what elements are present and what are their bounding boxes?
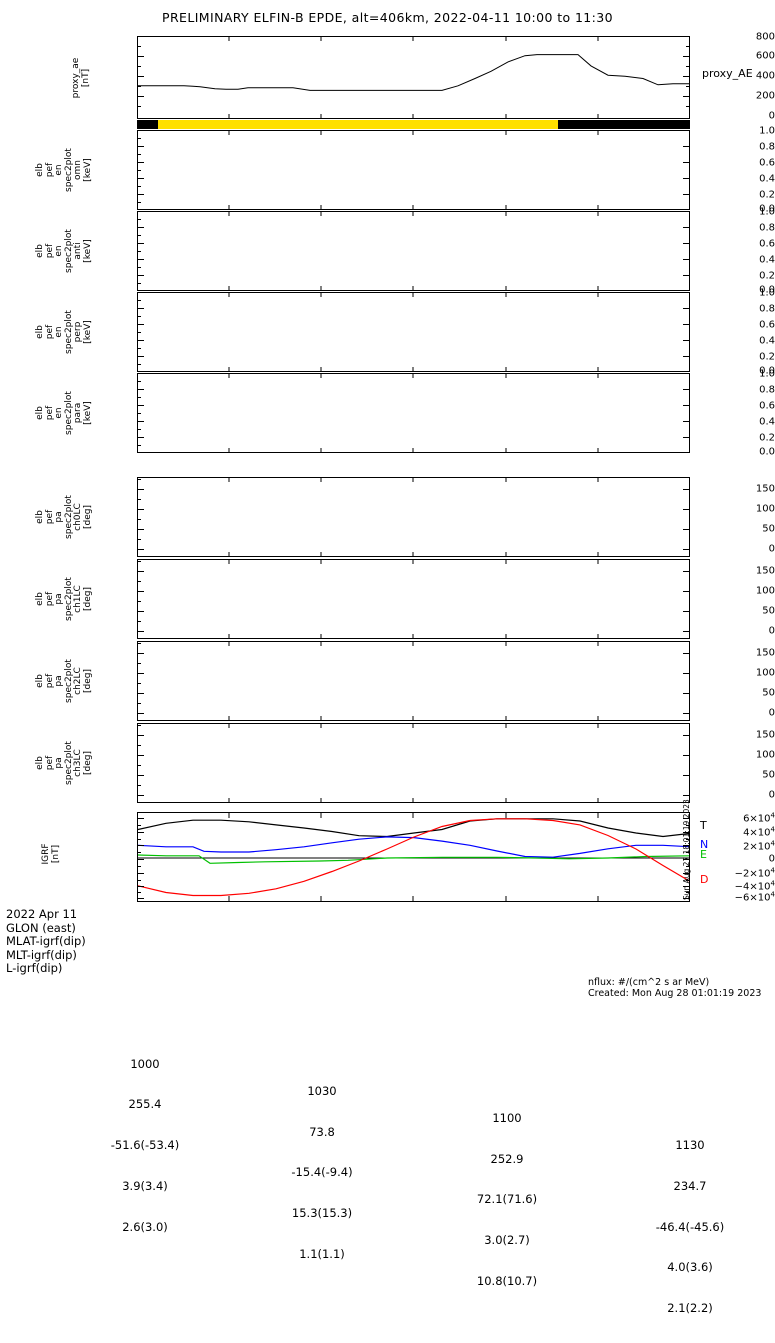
- panel-pa-spec2plot-ch0lc-ylabel: elb pef pa spec2plot ch0LC [deg]: [35, 495, 93, 539]
- cell-mlt: 3.9(3.4): [122, 1178, 168, 1193]
- colorbar-segment-off-right: [558, 120, 690, 129]
- panel-pa-spec2plot-ch2lc-ylabel: elb pef pa spec2plot ch2LC [deg]: [35, 659, 93, 703]
- cell-time: 1130: [675, 1138, 705, 1153]
- igrf-legend-item-D: D: [700, 873, 709, 886]
- panel-en-spec2plot-omn-ylabel: elb pef en spec2plot omn [keV]: [35, 148, 93, 192]
- cell-glon: 73.8: [309, 1124, 335, 1139]
- igrf-legend-item-N: N: [700, 838, 709, 851]
- panel-en-spec2plot-perp-ylabel: elb pef en spec2plot perp [keV]: [35, 310, 93, 354]
- cell-mlat: -46.4(-45.6): [655, 1219, 725, 1234]
- cell-mlt: 4.0(3.6): [667, 1260, 713, 1275]
- igrf-created-sidetext: Sun Aug 27 18:01:19 2023: [682, 799, 691, 900]
- legend-proxy-ae: proxy_AE: [702, 67, 753, 80]
- panel-pa-spec2plot-ch2lc-tickmarks: [137, 641, 690, 721]
- panel-pa-spec2plot-ch3lc: [137, 723, 690, 803]
- panel-en-spec2plot-anti-tickmarks: [137, 211, 690, 291]
- panel-en-spec2plot-anti-ylabel: elb pef en spec2plot anti [keV]: [35, 229, 93, 273]
- panel-pa-spec2plot-ch3lc-ylabel: elb pef pa spec2plot ch3LC [deg]: [35, 741, 93, 785]
- panel-en-spec2plot-perp-tickmarks: [137, 292, 690, 372]
- igrf-trace-D: [138, 818, 689, 897]
- cell-glon: 252.9: [490, 1151, 524, 1166]
- footnote-nflux: nflux: #/(cm^2 s ar MeV): [588, 977, 710, 988]
- cell-mlat: -51.6(-53.4): [110, 1138, 180, 1153]
- cell-mlat: 72.1(71.6): [476, 1192, 538, 1207]
- igrf-trace-T: [138, 818, 689, 838]
- elfin-epde-summary-plot: PRELIMINARY ELFIN-B EPDE, alt=406km, 202…: [0, 10, 775, 1315]
- cell-time: 1100: [492, 1110, 522, 1125]
- panel-pa-spec2plot-ch1lc-tickmarks: [137, 559, 690, 639]
- row-label-l: L-igrf(dip): [6, 961, 63, 976]
- igrf-legend-item-T: T: [700, 819, 707, 832]
- panel-pa-spec2plot-ch3lc-tickmarks: [137, 723, 690, 803]
- panel-en-spec2plot-omn: [137, 130, 690, 210]
- igrf-trace-E: [138, 854, 689, 864]
- panel-igrf-tickmarks: [137, 812, 690, 902]
- colorbar-segment-off-left: [137, 120, 158, 129]
- table-column-1030: 1030 73.8 -15.4(-9.4) 15.3(15.3) 1.1(1.1…: [262, 1058, 382, 1289]
- cell-l: 2.6(3.0): [122, 1219, 168, 1234]
- panel-en-spec2plot-para-ylabel: elb pef en spec2plot para [keV]: [35, 391, 93, 435]
- cell-mlt: 3.0(2.7): [484, 1233, 530, 1248]
- row-label-mlat: MLAT-igrf(dip): [6, 934, 86, 949]
- panel-proxy-ae-tickmarks: [137, 36, 690, 119]
- colorbar-segment-on: [158, 120, 558, 129]
- panel-pa-spec2plot-ch0lc: [137, 477, 690, 557]
- cell-l: 2.1(2.2): [667, 1301, 713, 1316]
- cell-l: 1.1(1.1): [299, 1246, 345, 1261]
- footnote-created: Created: Mon Aug 28 01:01:19 2023: [588, 988, 762, 999]
- proxy-ae-trace: [138, 54, 689, 91]
- table-column-1100: 1100 252.9 72.1(71.6) 3.0(2.7) 10.8(10.7…: [447, 1085, 567, 1316]
- panel-pa-spec2plot-ch1lc-ylabel: elb pef pa spec2plot ch1LC [deg]: [35, 577, 93, 621]
- igrf-legend-item-E: E: [700, 848, 707, 861]
- panel-proxy-ae: [137, 36, 690, 119]
- panel-pa-spec2plot-ch0lc-tickmarks: [137, 477, 690, 557]
- cell-time: 1000: [130, 1056, 160, 1071]
- panel-en-spec2plot-para-tickmarks: [137, 373, 690, 453]
- cell-time: 1030: [307, 1083, 337, 1098]
- cell-l: 10.8(10.7): [476, 1274, 538, 1289]
- panel-en-spec2plot-omn-tickmarks: [137, 130, 690, 210]
- row-label-date: 2022 Apr 11: [6, 907, 78, 921]
- cell-mlt: 15.3(15.3): [291, 1206, 353, 1221]
- table-column-1130: 1130 234.7 -46.4(-45.6) 4.0(3.6) 2.1(2.2…: [630, 1112, 750, 1343]
- cell-mlat: -15.4(-9.4): [291, 1165, 353, 1180]
- panel-igrf: [137, 812, 690, 902]
- cell-glon: 255.4: [128, 1097, 162, 1112]
- bottom-ephemeris-table: 2022 Apr 11 GLON (east) MLAT-igrf(dip) M…: [0, 907, 775, 1314]
- row-label-glon: GLON (east): [6, 920, 76, 935]
- page-title: PRELIMINARY ELFIN-B EPDE, alt=406km, 202…: [162, 10, 613, 25]
- panel-proxy-ae-ylabel: proxy_ae [nT]: [71, 57, 91, 99]
- igrf-trace-N: [138, 836, 689, 858]
- availability-colorbar: [137, 120, 690, 129]
- igrf-traces: [138, 818, 689, 897]
- cell-glon: 234.7: [673, 1178, 707, 1193]
- panel-igrf-ylabel: IGRF [nT]: [41, 843, 61, 865]
- row-label-mlt: MLT-igrf(dip): [6, 947, 77, 962]
- table-column-1000: 1000 255.4 -51.6(-53.4) 3.9(3.4) 2.6(3.0…: [85, 1030, 205, 1261]
- panel-en-spec2plot-perp: [137, 292, 690, 372]
